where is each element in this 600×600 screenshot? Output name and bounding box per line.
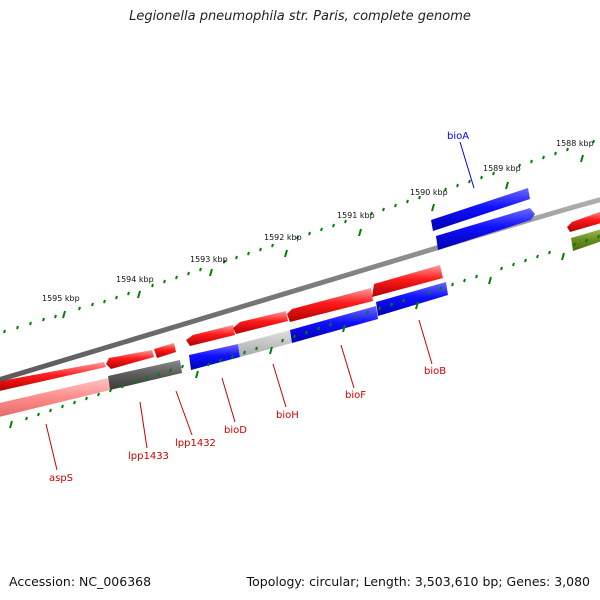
gene-labels: bioA bioB bioF bioH bioD lpp1432 lpp1433…	[49, 131, 469, 484]
tick-label-1589: 1589 kbp	[483, 164, 521, 173]
connector-bioH	[272, 363, 287, 408]
gene-bioD-fwd-arrow[interactable]	[186, 325, 235, 346]
topology-text: Topology: circular; Length: 3,503,610 bp…	[246, 574, 590, 589]
gene-bioH-fwd-arrow[interactable]	[233, 311, 288, 334]
label-bioH: bioH	[276, 410, 299, 421]
connector-bioF	[340, 344, 355, 389]
gene-bioH-arrow[interactable]	[238, 330, 292, 357]
label-lpp1433: lpp1433	[128, 451, 169, 462]
gene-lpp1432-arrow[interactable]	[154, 343, 176, 358]
map-title: Legionella pneumophila str. Paris, compl…	[129, 9, 471, 24]
label-bioA: bioA	[447, 131, 469, 142]
gene-aspS-pseudo[interactable]	[0, 378, 110, 418]
genome-backbone	[0, 197, 600, 383]
reverse-strand-genes	[0, 188, 600, 418]
kbp-tick-labels: 1588 kbp 1589 kbp 1590 kbp 1591 kbp 1592…	[42, 139, 594, 303]
gene-bioA-lower-arrow[interactable]	[436, 208, 535, 250]
tick-label-1591: 1591 kbp	[337, 211, 375, 220]
gene-aspS-arrow[interactable]	[0, 362, 106, 392]
connector-bioD	[221, 377, 236, 423]
gene-lpp1433-arrow[interactable]	[106, 350, 154, 369]
tick-label-1592: 1592 kbp	[264, 233, 302, 242]
label-connectors	[45, 141, 475, 471]
connector-lpp1433	[139, 401, 148, 449]
label-bioD: bioD	[224, 425, 247, 436]
label-aspS: aspS	[49, 473, 73, 484]
gene-bioA-arrow[interactable]	[431, 188, 530, 231]
connector-bioA	[459, 141, 475, 189]
label-lpp1432: lpp1432	[175, 438, 216, 449]
tick-label-1595: 1595 kbp	[42, 294, 80, 303]
tick-label-1594: 1594 kbp	[116, 275, 154, 284]
tick-label-1588: 1588 kbp	[556, 139, 594, 148]
gene-bioD-arrow[interactable]	[189, 344, 240, 370]
gene-edge-red-arrow[interactable]	[567, 210, 600, 232]
outer-scale-track	[3, 139, 595, 334]
tick-label-1590: 1590 kbp	[410, 188, 448, 197]
connector-aspS	[45, 423, 58, 471]
connector-bioB	[418, 319, 433, 365]
gene-bioB-arrow[interactable]	[376, 282, 448, 316]
gene-bioF-fwd-arrow[interactable]	[287, 288, 373, 322]
gene-bioB-fwd-arrow[interactable]	[372, 265, 443, 297]
tick-label-1593: 1593 kbp	[190, 255, 228, 264]
label-bioF: bioF	[345, 390, 366, 401]
gene-lpp1433-gray[interactable]	[108, 360, 182, 390]
label-bioB: bioB	[424, 366, 446, 377]
inner-scale-track	[9, 234, 600, 429]
connector-lpp1432	[175, 390, 193, 436]
forward-strand-genes	[0, 210, 600, 392]
accession-text: Accession: NC_006368	[9, 574, 152, 589]
gene-edge-olive-arrow[interactable]	[571, 228, 600, 251]
